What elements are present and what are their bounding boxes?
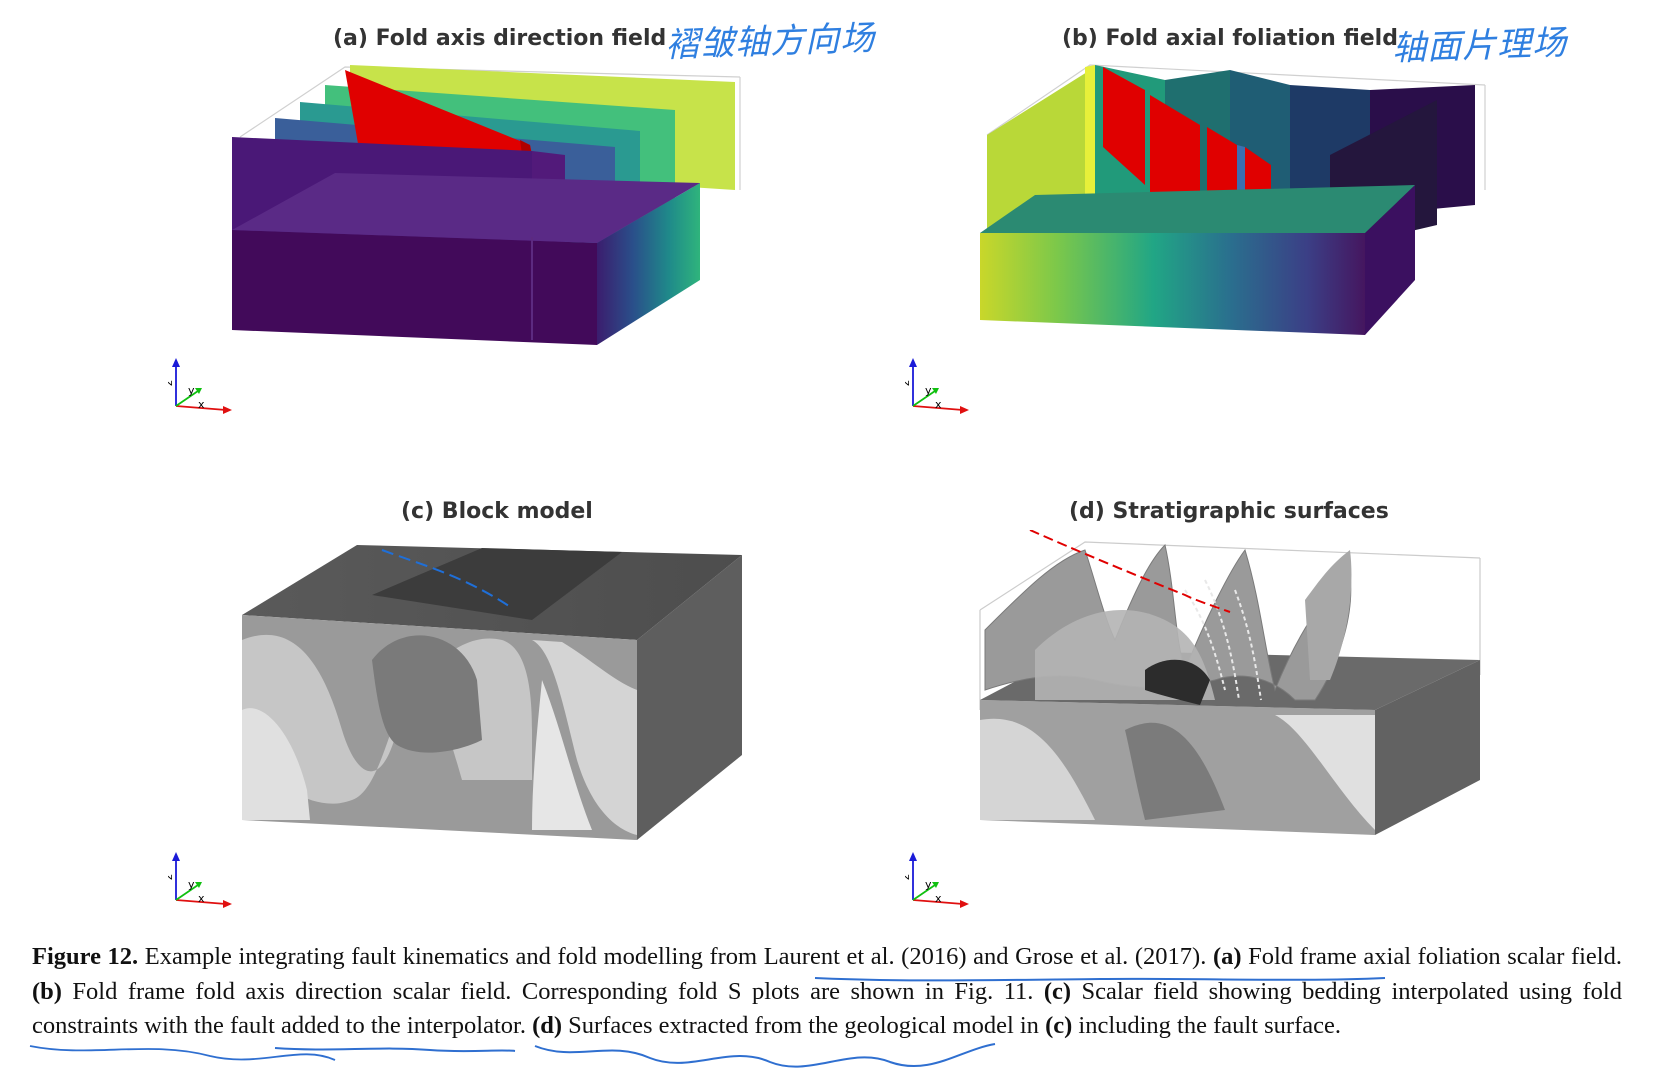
- caption-b-label: (b): [32, 977, 62, 1005]
- axis-z-label: z: [168, 874, 175, 880]
- axis-z-label: z: [905, 874, 912, 880]
- panel-d-axes-triad: z y x: [905, 852, 969, 908]
- panel-b-axes-triad: z y x: [905, 358, 969, 414]
- axis-y-label: y: [925, 878, 932, 891]
- caption-intro: Example integrating fault kinematics and…: [138, 943, 1213, 970]
- panel-b-title: (b) Fold axial foliation field: [1062, 26, 1398, 51]
- axis-y-label: y: [188, 384, 195, 397]
- panel-a-axes-triad: z y x: [168, 358, 232, 414]
- axis-y-label: y: [188, 878, 195, 891]
- panel-b-render: [980, 64, 1486, 335]
- caption-c-label: (c): [1043, 977, 1072, 1005]
- panel-c-render: [242, 545, 742, 840]
- panel-a-render: [232, 65, 741, 345]
- caption-c-text: Scalar field showing bedding interpolate…: [32, 977, 1622, 1040]
- axis-x-label: x: [198, 398, 205, 411]
- panel-c-axes-triad: z y x: [168, 852, 232, 908]
- panel-d-title: (d) Stratigraphic surfaces: [1069, 499, 1389, 524]
- figure-label: Figure 12.: [32, 943, 139, 970]
- panel-d-render: [979, 530, 1481, 835]
- caption-d-label: (d): [532, 1012, 563, 1039]
- axis-x-label: x: [935, 892, 942, 905]
- panel-a-title: (a) Fold axis direction field: [333, 26, 667, 51]
- axis-y-label: y: [925, 384, 932, 397]
- axis-x-label: x: [198, 892, 205, 905]
- figure-caption: Figure 12. Example integrating fault kin…: [32, 940, 1622, 1044]
- axis-z-label: z: [905, 380, 912, 386]
- panel-c-title: (c) Block model: [401, 499, 593, 524]
- caption-d-text: Surfaces extracted from the geological m…: [562, 1012, 1046, 1039]
- axis-x-label: x: [935, 398, 942, 411]
- caption-end-text: including the fault surface.: [1072, 1012, 1341, 1039]
- caption-b-text: Fold frame fold axis direction scalar fi…: [61, 977, 1044, 1005]
- caption-a-text: Fold frame axial foliation scalar field.: [1241, 943, 1622, 970]
- caption-c-ref: (c): [1045, 1012, 1073, 1039]
- axis-z-label: z: [168, 380, 175, 386]
- caption-a-label: (a): [1212, 943, 1242, 970]
